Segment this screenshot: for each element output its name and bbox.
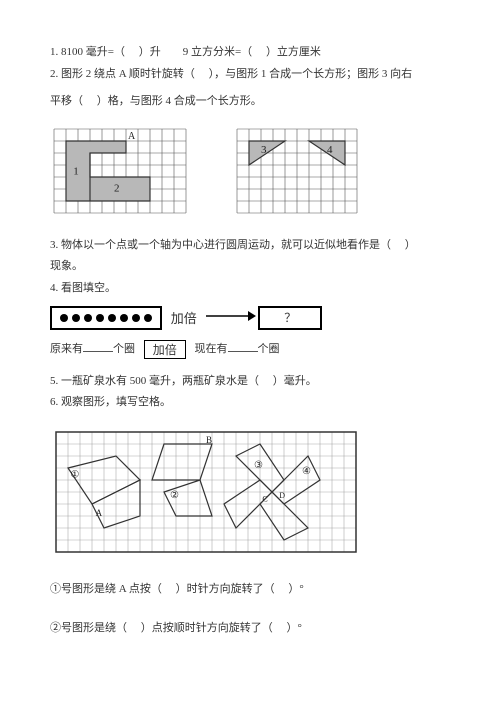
q1-a: 8100 毫升=（ (61, 46, 125, 58)
q1-d: ）立方厘米 (266, 46, 321, 58)
q4-l2d: 个圈 (258, 343, 280, 355)
blank (83, 341, 113, 352)
q4-diagram: 加倍 ？ 原来有 个圈 加倍 现在有 个圈 (50, 306, 450, 359)
q6s2-c: ）° (287, 622, 302, 634)
q2-b: ），与图形 1 合成一个长方形；图形 3 向右 (209, 68, 413, 80)
q6s2-a: ②号图形是绕（ (50, 622, 127, 634)
q4-l2b: 个圈 (113, 343, 135, 355)
svg-text:2: 2 (114, 182, 120, 194)
worksheet-page: 1. 8100 毫升=（ ）升 9 立方分米=（ ）立方厘米 2. 图形 2 绕… (0, 0, 500, 672)
grid1-svg: A 1 2 (50, 123, 190, 219)
svg-text:4: 4 (327, 144, 333, 156)
grid3-svg: ① A B ② ③ ④ C D (50, 424, 362, 560)
svg-text:④: ④ (302, 466, 311, 477)
q2-d: ）格，与图形 4 合成一个长方形。 (97, 95, 262, 107)
q3-line2: 现象。 (50, 258, 450, 276)
q4-l2a: 原来有 (50, 343, 83, 355)
q2-line1: 2. 图形 2 绕点 A 顺时针旋转（ ），与图形 1 合成一个长方形；图形 3… (50, 66, 450, 84)
question-box: ？ (258, 306, 322, 330)
arrow-icon (206, 309, 256, 326)
q4-num: 4. (50, 282, 58, 294)
grid2-svg: 34 (233, 123, 361, 219)
q3-c: 现象。 (50, 260, 83, 272)
q6s1-a: ①号图形是绕 A 点按（ (50, 583, 162, 595)
jiabei-box: 加倍 (144, 340, 186, 359)
q2-num: 2. (50, 68, 58, 80)
svg-text:A: A (128, 131, 136, 142)
q6s1-b: ）时针方向旋转了（ (176, 583, 275, 595)
q5-line: 5. 一瓶矿泉水有 500 毫升，两瓶矿泉水是（ ）毫升。 (50, 373, 450, 391)
q6-graphics: ① A B ② ③ ④ C D (50, 424, 450, 563)
q1-line: 1. 8100 毫升=（ ）升 9 立方分米=（ ）立方厘米 (50, 44, 450, 62)
q5-a: 一瓶矿泉水有 500 毫升，两瓶矿泉水是（ (61, 375, 259, 387)
jiabei-label-1: 加倍 (171, 308, 197, 327)
q6s1-c: ）° (288, 583, 303, 595)
svg-text:B: B (206, 435, 212, 445)
q4-l2c: 现在有 (195, 343, 228, 355)
q2-line2: 平移（ ）格，与图形 4 合成一个长方形。 (50, 93, 450, 111)
q6-title: 6. 观察图形，填写空格。 (50, 394, 450, 412)
svg-text:1: 1 (73, 165, 79, 177)
q4-a: 看图填空。 (61, 282, 116, 294)
svg-text:A: A (96, 508, 103, 518)
q2-graphics: A12 34 (50, 123, 450, 219)
svg-text:D: D (279, 491, 285, 500)
q3-num: 3. (50, 239, 58, 251)
q3-a: 物体以一个点或一个轴为中心进行圆周运动，就可以近似地看作是（ (61, 239, 391, 251)
svg-text:②: ② (170, 490, 179, 501)
q6-num: 6. (50, 396, 58, 408)
q6s2-b: ）点按顺时针方向旋转了（ (141, 622, 273, 634)
q2-a: 图形 2 绕点 A 顺时针旋转（ (61, 68, 195, 80)
blank (228, 341, 258, 352)
svg-text:③: ③ (254, 460, 263, 471)
q1-c: 9 立方分米=（ (183, 46, 252, 58)
q1-num: 1. (50, 46, 58, 58)
q4-line2: 原来有 个圈 加倍 现在有 个圈 (50, 340, 450, 359)
q5-num: 5. (50, 375, 58, 387)
svg-text:3: 3 (261, 144, 267, 156)
q1-b: ）升 (139, 46, 161, 58)
q6-a: 观察图形，填写空格。 (61, 396, 171, 408)
q5-b: ）毫升。 (273, 375, 317, 387)
q6-sub1: ①号图形是绕 A 点按（ ）时针方向旋转了（ ）° (50, 581, 450, 599)
q3-line1: 3. 物体以一个点或一个轴为中心进行圆周运动，就可以近似地看作是（ ） (50, 237, 450, 255)
dotbox (50, 306, 162, 330)
q2-c: 平移（ (50, 95, 83, 107)
q4-title: 4. 看图填空。 (50, 280, 450, 298)
svg-text:C: C (262, 494, 267, 503)
q6-sub2: ②号图形是绕（ ）点按顺时针方向旋转了（ ）° (50, 620, 450, 638)
svg-text:①: ① (70, 469, 79, 480)
q3-b: ） (405, 239, 416, 251)
